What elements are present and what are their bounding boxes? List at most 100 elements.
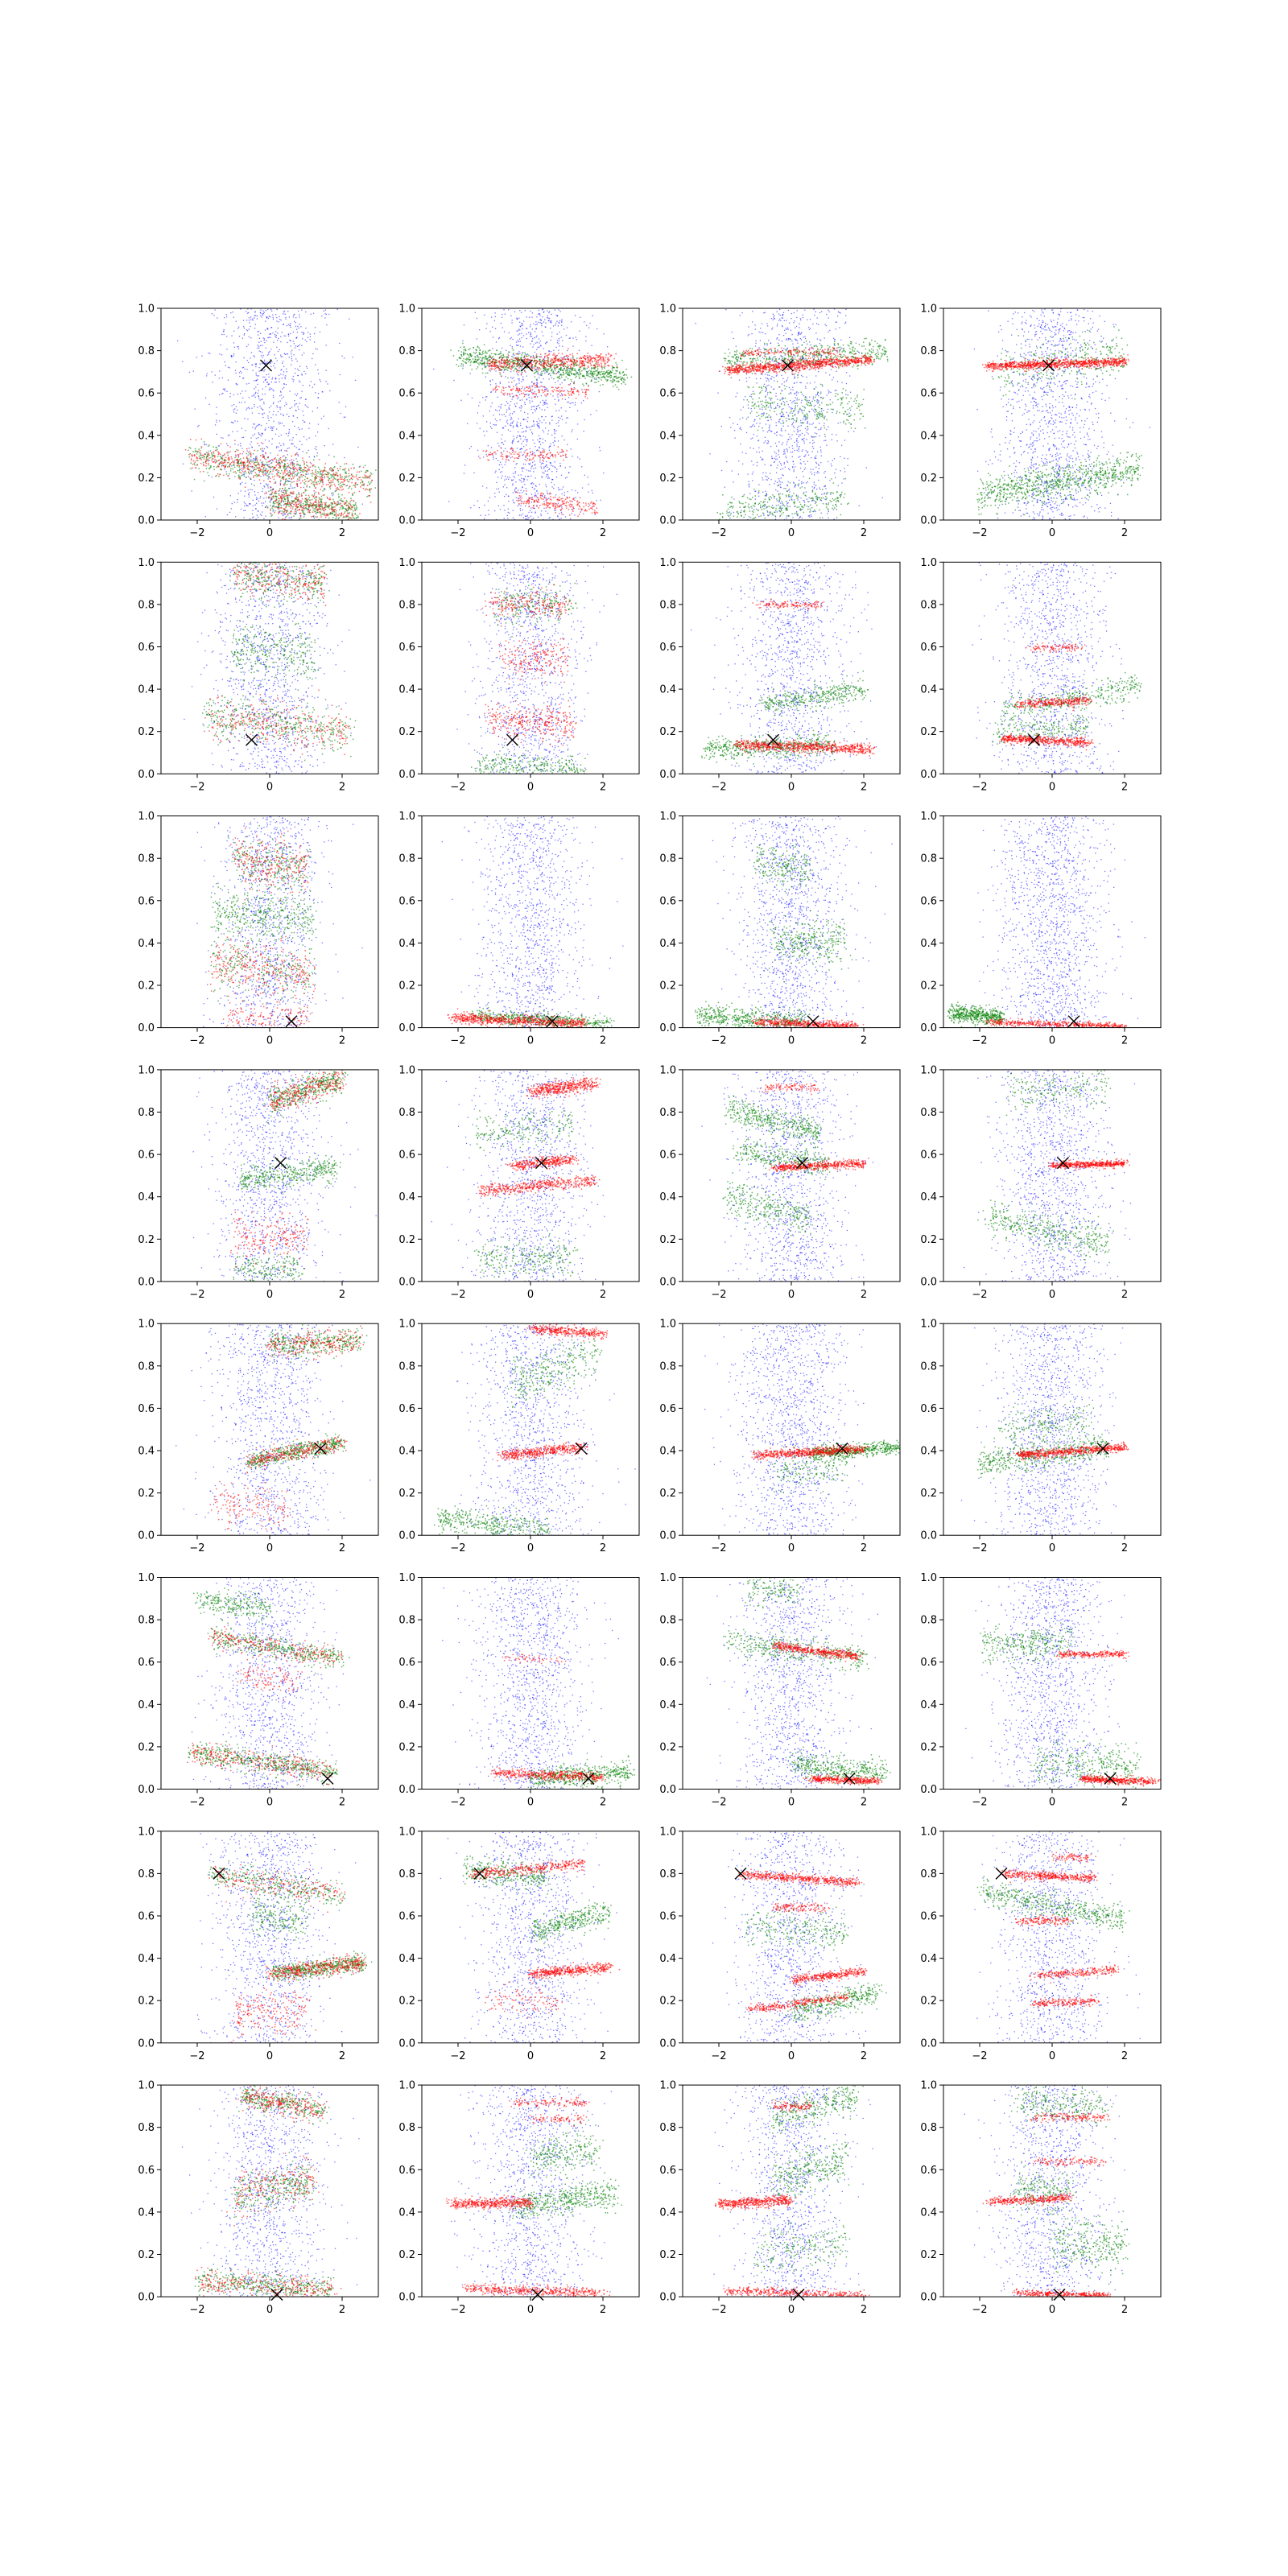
point-background <box>543 311 544 312</box>
point-class-b <box>604 362 605 364</box>
point-class-b <box>305 498 307 500</box>
point-class-b <box>349 503 351 505</box>
point-class-b <box>300 506 302 507</box>
point-background <box>333 493 334 494</box>
point-background <box>264 377 265 378</box>
point-class-b <box>310 467 312 469</box>
point-class-b <box>294 476 295 477</box>
point-background <box>545 510 546 511</box>
point-background <box>545 343 546 344</box>
point-background <box>251 473 252 474</box>
point-background <box>233 394 234 395</box>
point-class-b <box>185 449 187 451</box>
point-background <box>555 404 556 405</box>
point-background <box>295 410 296 411</box>
point-class-a <box>618 389 620 390</box>
point-class-a <box>584 376 585 378</box>
point-class-b <box>269 481 270 482</box>
point-class-a <box>344 464 345 465</box>
point-class-b <box>239 465 241 467</box>
point-background <box>262 377 263 378</box>
point-class-b <box>312 504 314 506</box>
point-class-b <box>553 353 555 354</box>
point-class-a <box>584 368 585 369</box>
point-class-a <box>328 473 330 474</box>
point-class-a <box>467 358 469 360</box>
point-background <box>244 517 245 518</box>
point-class-a <box>301 477 303 478</box>
point-class-a <box>610 371 612 373</box>
point-class-b <box>287 497 288 499</box>
point-class-a <box>239 472 241 473</box>
point-background <box>567 327 568 328</box>
point-class-b <box>208 463 209 464</box>
point-class-b <box>344 481 345 482</box>
point-background <box>499 469 500 470</box>
point-class-b <box>243 464 245 465</box>
point-class-a <box>281 470 283 472</box>
point-class-b <box>201 439 203 440</box>
point-background <box>260 333 261 334</box>
point-class-a <box>207 473 208 474</box>
point-background <box>295 358 296 359</box>
point-background <box>557 342 558 343</box>
point-class-a <box>489 350 491 352</box>
point-class-a <box>268 477 270 479</box>
point-class-a <box>495 353 497 355</box>
point-class-a <box>256 462 258 464</box>
point-class-a <box>365 470 367 472</box>
point-class-a <box>558 371 559 373</box>
point-class-b <box>348 508 349 510</box>
point-class-b <box>341 477 342 478</box>
point-background <box>547 372 548 373</box>
point-background <box>551 482 552 483</box>
point-background <box>246 407 247 408</box>
point-class-a <box>547 369 548 371</box>
point-class-a <box>539 360 540 361</box>
point-background <box>281 394 282 395</box>
point-class-b <box>259 479 261 481</box>
point-background <box>216 422 217 423</box>
point-background <box>503 486 504 487</box>
point-background <box>558 503 559 504</box>
point-class-b <box>267 456 269 458</box>
point-class-a <box>356 506 357 507</box>
point-background <box>223 389 224 390</box>
point-background <box>554 510 555 511</box>
point-background <box>529 397 530 398</box>
point-background <box>245 430 246 431</box>
point-class-a <box>625 379 626 381</box>
point-class-a <box>462 368 464 369</box>
point-background <box>262 410 263 411</box>
point-class-a <box>596 382 597 383</box>
point-class-b <box>229 463 231 464</box>
point-background <box>536 450 537 451</box>
point-background <box>496 424 497 425</box>
point-class-b <box>346 510 348 512</box>
point-background <box>525 476 526 477</box>
point-class-a <box>206 468 208 469</box>
point-class-a <box>297 510 299 511</box>
point-background <box>546 486 547 487</box>
point-class-a <box>491 353 493 355</box>
point-background <box>547 318 548 319</box>
point-background <box>224 361 225 362</box>
point-background <box>500 462 501 463</box>
point-class-a <box>564 368 566 369</box>
point-background <box>255 427 256 428</box>
point-background <box>535 468 536 469</box>
point-class-b <box>368 477 369 479</box>
point-class-b <box>197 457 199 459</box>
point-class-a <box>518 365 519 366</box>
point-class-a <box>513 370 514 372</box>
point-background <box>312 353 313 354</box>
point-background <box>519 394 520 395</box>
point-class-a <box>469 360 471 361</box>
point-class-a <box>267 485 269 487</box>
point-background <box>512 393 513 394</box>
point-class-b <box>352 506 353 508</box>
point-class-a <box>580 371 581 373</box>
point-class-b <box>338 515 340 517</box>
point-background <box>325 309 326 310</box>
point-background <box>234 408 235 409</box>
